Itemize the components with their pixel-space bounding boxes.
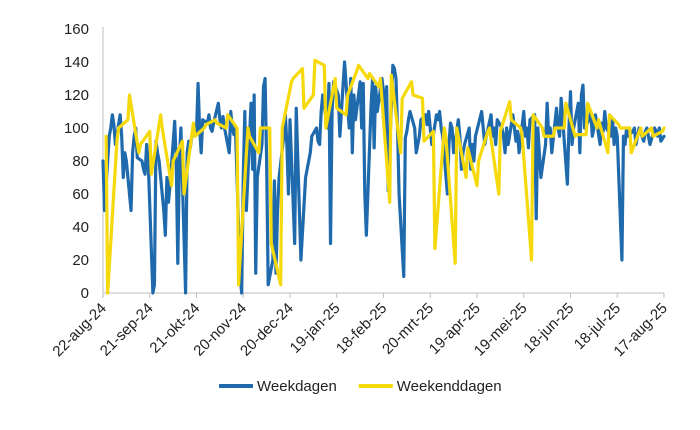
y-tick-label: 140 (64, 54, 89, 71)
y-tick-label: 80 (72, 153, 89, 170)
series-line-weekenddagen (104, 58, 666, 295)
legend-label: Weekenddagen (397, 378, 502, 395)
y-axis: 0 20 40 60 80 100 120 140 160 (64, 21, 104, 302)
legend: Weekdagen Weekenddagen (219, 378, 502, 395)
y-tick-label: 40 (72, 219, 89, 236)
y-tick-label: 120 (64, 87, 89, 104)
x-tick-label: 18-jun-25 (520, 300, 577, 357)
y-tick-label: 160 (64, 21, 89, 38)
y-tick-label: 100 (64, 120, 89, 137)
y-tick-label: 0 (81, 285, 89, 302)
legend-label: Weekdagen (257, 378, 337, 395)
y-tick-label: 60 (72, 186, 89, 203)
x-axis: 22-aug-2421-sep-2421-okt-2420-nov-2420-d… (49, 292, 671, 360)
y-tick-label: 20 (72, 252, 89, 269)
series-layer (101, 58, 666, 295)
